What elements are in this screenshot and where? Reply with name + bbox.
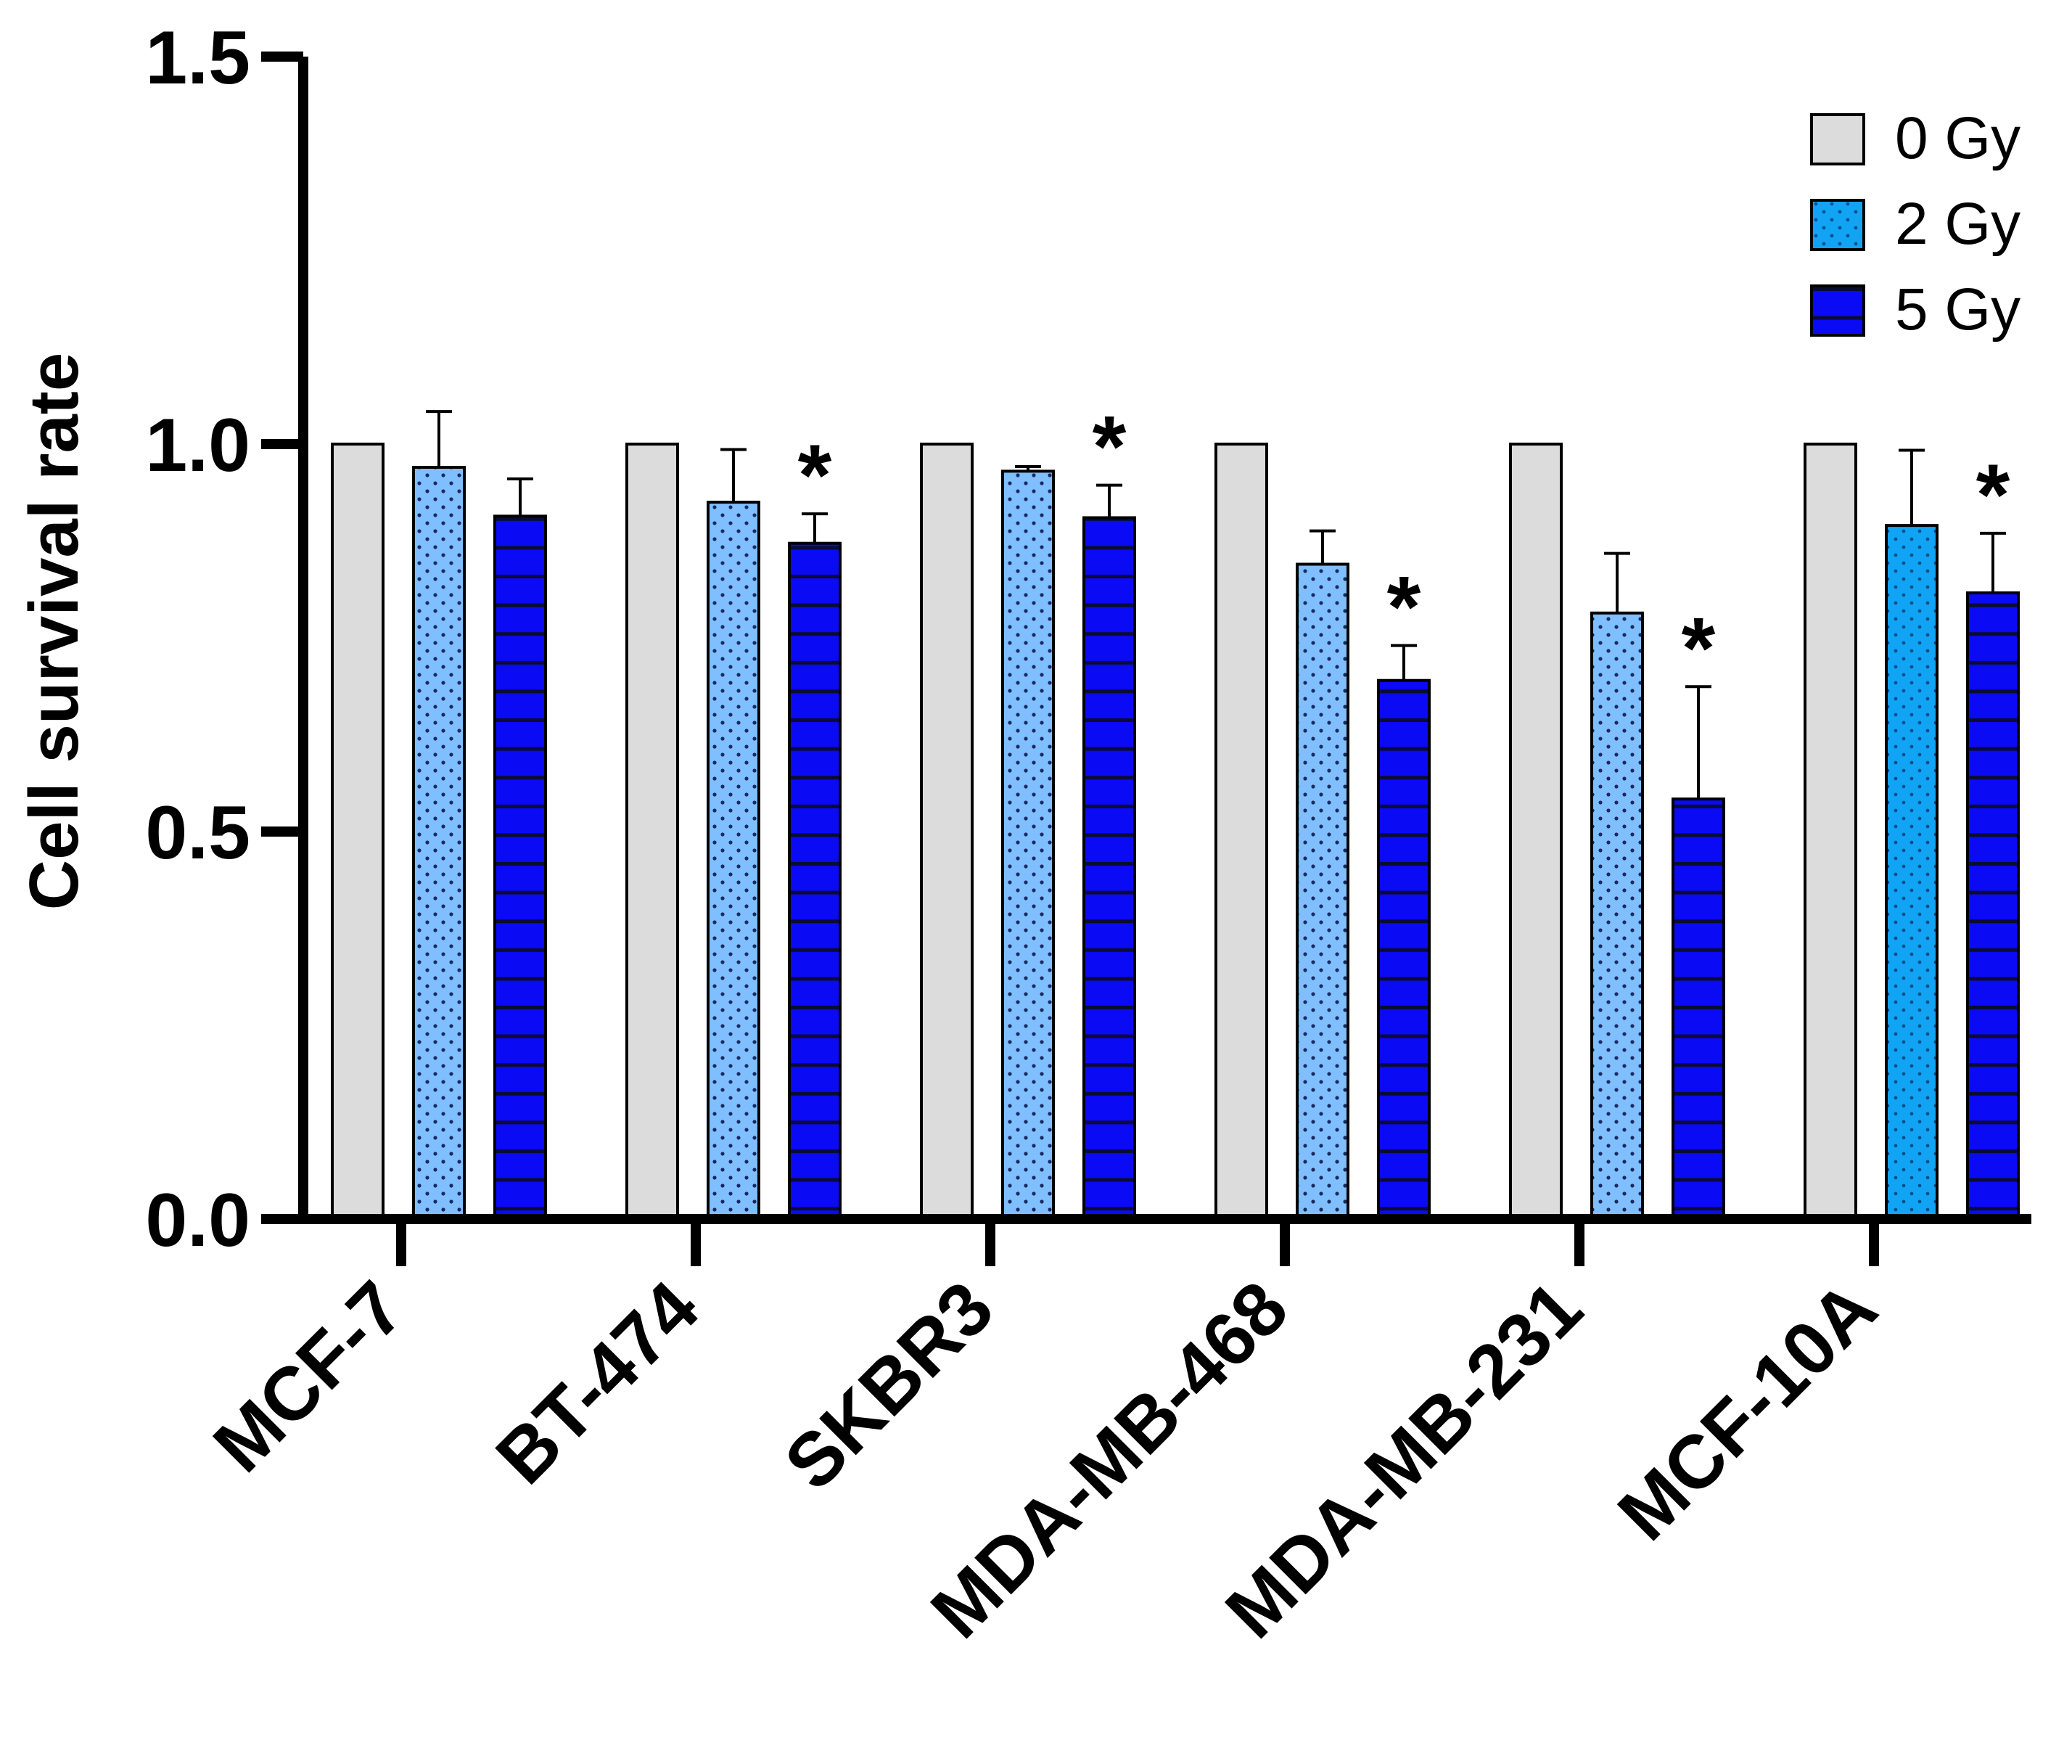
bar-mda-mb-231-0gy bbox=[1509, 443, 1563, 1221]
bar-bt-474-5gy bbox=[788, 541, 842, 1221]
x-tick-label-bt-474: BT-474 bbox=[480, 1265, 715, 1500]
x-tick-label-mcf-10a: MCF-10A bbox=[1603, 1265, 1894, 1556]
bar-skbr3-0gy bbox=[920, 443, 974, 1221]
significance-star: * bbox=[1682, 599, 1716, 697]
bar-mcf-10a-5gy bbox=[1966, 591, 2020, 1221]
bar-mda-mb-468-2gy bbox=[1296, 562, 1349, 1221]
bar-mcf-7-0gy bbox=[331, 443, 385, 1221]
legend-label-0gy: 0 Gy bbox=[1895, 105, 2020, 171]
significance-markers-group: * * * * * bbox=[798, 398, 2010, 697]
bar-mda-mb-468-5gy bbox=[1377, 678, 1431, 1221]
bar-skbr3-5gy bbox=[1082, 516, 1136, 1221]
legend-swatch-2gy bbox=[1810, 199, 1865, 251]
y-tick-label: 1.5 bbox=[145, 16, 250, 100]
bar-mda-mb-468-0gy bbox=[1214, 443, 1268, 1221]
y-ticks-group: 0.0 0.5 1.0 1.5 bbox=[145, 16, 303, 1263]
y-tick-label: 1.0 bbox=[145, 403, 250, 488]
y-tick-label: 0.0 bbox=[145, 1178, 250, 1263]
legend-swatch-5gy bbox=[1810, 284, 1865, 337]
bar-mcf-10a-0gy bbox=[1804, 443, 1857, 1221]
significance-star: * bbox=[1387, 559, 1421, 656]
error-bars-group bbox=[426, 410, 2006, 800]
legend: 0 Gy 2 Gy 5 Gy bbox=[1810, 105, 2020, 342]
x-tick-label-mcf-7: MCF-7 bbox=[198, 1265, 421, 1488]
bar-mcf-7-2gy bbox=[412, 466, 466, 1221]
y-axis-title: Cell survival rate bbox=[15, 353, 93, 910]
bar-bt-474-0gy bbox=[625, 443, 679, 1221]
bar-mda-mb-231-2gy bbox=[1590, 611, 1644, 1221]
x-tick-label-skbr3: SKBR3 bbox=[769, 1265, 1009, 1506]
bar-skbr3-2gy bbox=[1001, 469, 1055, 1221]
bar-mcf-10a-2gy bbox=[1885, 524, 1939, 1221]
bar-bt-474-2gy bbox=[707, 501, 760, 1221]
significance-star: * bbox=[798, 427, 832, 524]
y-tick-label: 0.5 bbox=[145, 791, 250, 875]
significance-star: * bbox=[1976, 446, 2010, 543]
bar-mda-mb-231-5gy bbox=[1672, 797, 1725, 1221]
legend-label-2gy: 2 Gy bbox=[1895, 191, 2020, 257]
significance-star: * bbox=[1093, 398, 1127, 496]
bars-group bbox=[331, 443, 2020, 1221]
legend-swatch-0gy bbox=[1810, 113, 1865, 165]
bar-mcf-7-5gy bbox=[493, 514, 547, 1221]
legend-label-5gy: 5 Gy bbox=[1895, 276, 2020, 342]
